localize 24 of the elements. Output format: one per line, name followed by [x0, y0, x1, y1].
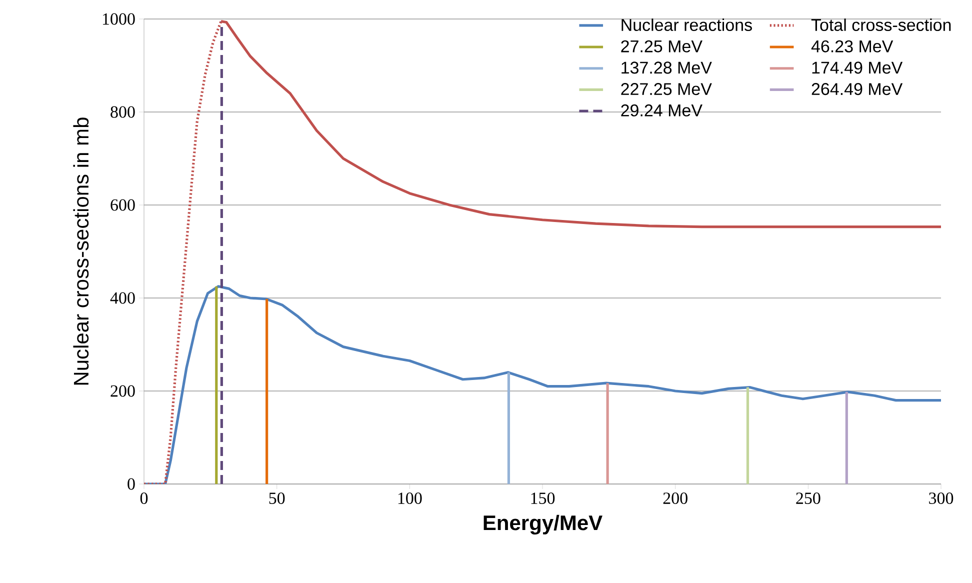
legend-label: 137.28 MeV: [622, 62, 712, 74]
legend-label: 46.23 MeV: [811, 40, 894, 52]
y-axis-title: Nuclear cross-sections in mb: [73, 118, 89, 385]
legend-label: 27.25 MeV: [621, 40, 702, 52]
x-tick-label: 200: [663, 492, 688, 504]
y-tick-label: 600: [110, 199, 135, 211]
x-axis-title: Energy/MeV: [484, 514, 602, 534]
legend-label: Total cross-section: [811, 18, 951, 32]
legend-label: 227.25 MeV: [621, 83, 712, 96]
y-tick-label: 0: [128, 478, 135, 490]
y-tick-label: 800: [110, 106, 135, 118]
x-tick-label: 0: [140, 492, 148, 504]
legend-label: Nuclear reactions: [622, 18, 752, 32]
legend-label: 29.24 MeV: [621, 104, 702, 116]
x-tick-label: 250: [796, 492, 820, 504]
x-tick-label: 50: [269, 492, 285, 504]
y-tick-label: 1000: [102, 13, 135, 25]
x-tick-label: 150: [531, 492, 555, 504]
legend-label: 174.49 MeV: [812, 62, 903, 74]
legend-label: 264.49 MeV: [812, 83, 903, 96]
x-tick-label: 300: [929, 492, 954, 504]
y-tick-label: 400: [110, 292, 135, 304]
x-tick-label: 100: [398, 492, 422, 504]
y-tick-label: 200: [110, 385, 135, 397]
